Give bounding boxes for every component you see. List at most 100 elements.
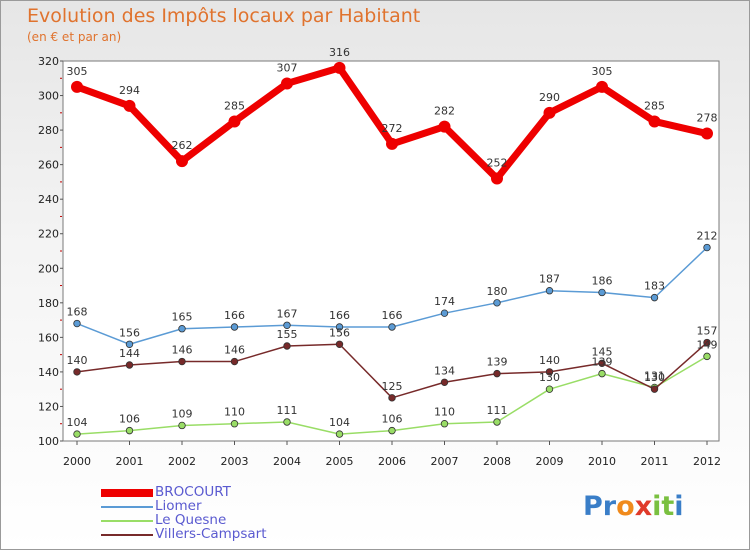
data-point-le-quesne bbox=[493, 418, 501, 426]
data-point-le-quesne bbox=[545, 385, 554, 393]
data-labels: 168 156 165 166 167 166 166 174 180 187 186 183 212 1… bbox=[67, 46, 718, 429]
axes: 100 120 140 160 180 200 220 240 260 280 300 320 2000… bbox=[38, 55, 721, 468]
data-point-villers-campsart bbox=[230, 357, 239, 366]
data-label-brocourt: 278 bbox=[697, 112, 718, 125]
x-tick-label: 2004 bbox=[273, 455, 301, 468]
data-point-brocourt bbox=[596, 80, 608, 93]
data-label-liomer: 156 bbox=[119, 326, 140, 339]
data-label-liomer: 186 bbox=[592, 274, 613, 287]
y-tick-label: 240 bbox=[38, 193, 59, 206]
data-point-villers-campsart bbox=[493, 369, 501, 378]
data-label-le-quesne: 131 bbox=[644, 369, 665, 382]
x-tick-label: 2010 bbox=[588, 455, 616, 468]
data-label-brocourt: 290 bbox=[539, 91, 560, 104]
x-tick-label: 2005 bbox=[326, 455, 354, 468]
legend-swatch bbox=[101, 520, 153, 522]
y-tick-label: 140 bbox=[38, 366, 59, 379]
data-point-brocourt bbox=[123, 99, 136, 112]
data-label-villers-campsart: 139 bbox=[487, 356, 508, 369]
data-point-liomer bbox=[283, 321, 291, 329]
data-label-villers-campsart: 140 bbox=[67, 354, 88, 367]
data-label-liomer: 212 bbox=[697, 230, 718, 243]
data-point-brocourt bbox=[701, 127, 713, 140]
data-label-villers-campsart: 125 bbox=[382, 380, 403, 393]
data-label-villers-campsart: 145 bbox=[592, 345, 613, 358]
data-label-liomer: 174 bbox=[434, 295, 455, 308]
logo-letter: o bbox=[616, 491, 635, 522]
x-tick-label: 2009 bbox=[536, 455, 564, 468]
data-point-brocourt bbox=[333, 61, 346, 74]
data-label-le-quesne: 106 bbox=[382, 413, 403, 426]
data-label-brocourt: 316 bbox=[329, 46, 350, 59]
logo-letter: t bbox=[661, 491, 675, 522]
legend-label: BROCOURT bbox=[155, 484, 231, 500]
data-point-le-quesne bbox=[703, 352, 711, 361]
series-lines bbox=[71, 61, 713, 438]
data-label-le-quesne: 104 bbox=[329, 416, 350, 429]
data-label-brocourt: 307 bbox=[277, 61, 298, 74]
data-label-liomer: 180 bbox=[487, 285, 508, 298]
data-point-villers-campsart bbox=[388, 394, 396, 402]
data-point-villers-campsart bbox=[545, 368, 554, 376]
data-label-le-quesne: 111 bbox=[487, 404, 508, 417]
data-label-le-quesne: 110 bbox=[434, 406, 455, 419]
x-tick-label: 2003 bbox=[221, 455, 249, 468]
logo-letter: P bbox=[583, 491, 603, 522]
data-point-brocourt bbox=[71, 80, 83, 93]
data-point-le-quesne bbox=[230, 420, 239, 428]
legend-swatch bbox=[101, 506, 153, 508]
data-point-le-quesne bbox=[335, 430, 344, 438]
data-point-villers-campsart bbox=[283, 342, 291, 350]
data-point-brocourt bbox=[281, 77, 293, 90]
data-point-liomer bbox=[73, 319, 81, 328]
y-tick-label: 320 bbox=[38, 55, 59, 68]
data-point-brocourt bbox=[228, 115, 241, 128]
x-tick-label: 2006 bbox=[378, 455, 406, 468]
proxiti-logo: Proxiti bbox=[583, 491, 684, 522]
y-tick-label: 200 bbox=[38, 262, 59, 275]
data-point-villers-campsart bbox=[335, 340, 344, 348]
logo-letter: i bbox=[674, 491, 684, 522]
logo-letter: r bbox=[602, 491, 617, 522]
x-tick-label: 2007 bbox=[431, 455, 459, 468]
data-label-le-quesne: 111 bbox=[277, 404, 298, 417]
data-point-liomer bbox=[230, 323, 239, 331]
data-label-le-quesne: 106 bbox=[119, 413, 140, 426]
data-point-liomer bbox=[545, 287, 554, 295]
logo-letter: i bbox=[652, 491, 662, 522]
data-point-liomer bbox=[650, 293, 659, 302]
y-tick-label: 180 bbox=[38, 297, 59, 310]
plot-area bbox=[62, 60, 720, 442]
data-label-le-quesne: 110 bbox=[224, 406, 245, 419]
data-label-brocourt: 282 bbox=[434, 105, 455, 118]
data-label-villers-campsart: 156 bbox=[329, 326, 350, 339]
data-label-brocourt: 285 bbox=[644, 99, 665, 112]
legend-label: Liomer bbox=[155, 498, 202, 514]
legend-label: Villers-Campsart bbox=[155, 526, 267, 542]
data-label-liomer: 166 bbox=[329, 309, 350, 322]
data-point-le-quesne bbox=[388, 426, 396, 435]
data-point-liomer bbox=[335, 323, 344, 331]
data-point-liomer bbox=[388, 323, 396, 331]
data-label-brocourt: 252 bbox=[487, 156, 508, 169]
data-label-villers-campsart: 134 bbox=[434, 364, 455, 377]
legend-label: Le Quesne bbox=[155, 512, 227, 528]
chart-subtitle: (en € et par an) bbox=[27, 30, 122, 44]
data-point-le-quesne bbox=[283, 418, 291, 426]
data-label-le-quesne: 149 bbox=[697, 338, 718, 351]
data-point-brocourt bbox=[438, 120, 451, 133]
data-label-villers-campsart: 140 bbox=[539, 354, 560, 367]
data-label-liomer: 168 bbox=[67, 306, 88, 319]
data-point-villers-campsart bbox=[73, 368, 81, 376]
data-point-liomer bbox=[440, 309, 449, 317]
data-point-villers-campsart bbox=[178, 357, 186, 366]
data-point-brocourt bbox=[491, 172, 503, 185]
chart-title: Evolution des Impôts locaux par Habitant bbox=[27, 5, 421, 27]
data-label-brocourt: 305 bbox=[67, 65, 88, 78]
data-label-liomer: 166 bbox=[382, 309, 403, 322]
data-label-villers-campsart: 130 bbox=[644, 371, 665, 384]
data-label-brocourt: 272 bbox=[382, 122, 403, 135]
data-point-liomer bbox=[598, 288, 606, 297]
data-label-le-quesne: 139 bbox=[592, 356, 613, 369]
